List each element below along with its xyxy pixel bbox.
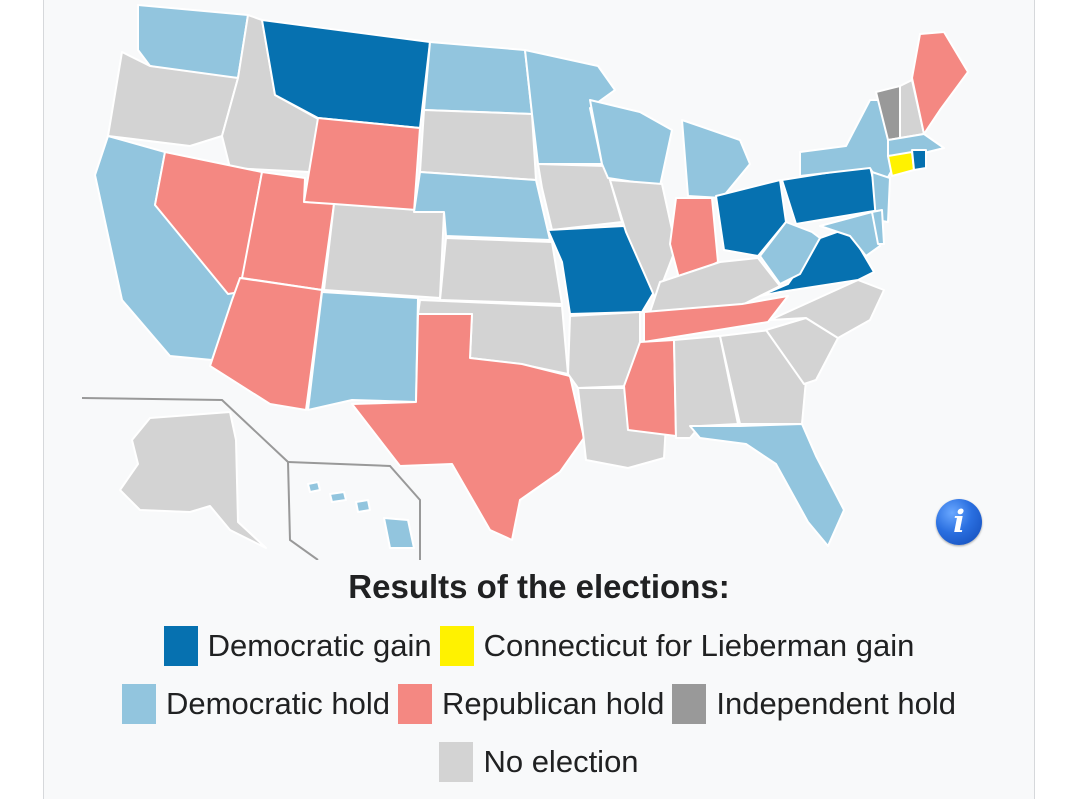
info-icon[interactable]: i (936, 499, 982, 545)
state-florida[interactable] (689, 423, 845, 547)
state-north-dakota[interactable] (423, 41, 533, 115)
legend-swatch-ind-hold (672, 684, 707, 724)
state-new-mexico[interactable] (307, 291, 419, 411)
state-maryland[interactable] (819, 211, 881, 257)
state-massachusetts[interactable] (887, 133, 945, 157)
legend-label-rep-hold: Republican hold (442, 686, 665, 721)
legend-swatch-no-election (439, 742, 474, 782)
us-senate-results-map[interactable] (0, 0, 1080, 560)
legend-row-2: Democratic hold Republican hold Independ… (43, 684, 1035, 724)
legend-label-cfl-gain: Connecticut for Lieberman gain (483, 628, 915, 663)
state-rhode-island[interactable] (911, 149, 927, 171)
state-new-jersey[interactable] (871, 171, 891, 223)
legend-item-dem-gain: Democratic gain (163, 626, 432, 666)
legend-row-1: Democratic gain Connecticut for Lieberma… (43, 626, 1035, 666)
state-nebraska[interactable] (413, 171, 551, 241)
legend-row-3: No election (43, 742, 1035, 782)
legend-swatch-dem-gain (163, 626, 198, 666)
state-south-carolina[interactable] (765, 317, 839, 385)
state-delaware[interactable] (871, 209, 885, 245)
legend-swatch-cfl-gain (439, 626, 474, 666)
legend-item-dem-hold: Democratic hold (122, 684, 390, 724)
state-alaska[interactable] (119, 411, 267, 549)
state-texas[interactable] (351, 313, 585, 541)
state-michigan[interactable] (681, 119, 751, 199)
legend-label-ind-hold: Independent hold (716, 686, 956, 721)
state-iowa[interactable] (537, 163, 623, 231)
legend-item-no-election: No election (439, 742, 639, 782)
legend-swatch-dem-hold (122, 684, 157, 724)
state-maine[interactable] (911, 31, 969, 135)
state-hawaii[interactable] (307, 481, 415, 549)
map-caption: Results of the elections: (348, 568, 730, 605)
state-tennessee[interactable] (643, 295, 789, 343)
state-wyoming[interactable] (303, 117, 421, 213)
inset-boundaries (81, 397, 421, 560)
legend-item-rep-hold: Republican hold (398, 684, 664, 724)
legend-swatch-rep-hold (398, 684, 433, 724)
legend-item-ind-hold: Independent hold (672, 684, 956, 724)
legend-label-no-election: No election (483, 744, 639, 779)
state-west-virginia[interactable] (759, 221, 821, 285)
legend-label-dem-gain: Democratic gain (207, 628, 432, 663)
state-mississippi[interactable] (623, 339, 677, 437)
legend-item-cfl-gain: Connecticut for Lieberman gain (439, 626, 915, 666)
legend-label-dem-hold: Democratic hold (166, 686, 391, 721)
state-south-dakota[interactable] (419, 109, 537, 181)
state-arizona[interactable] (209, 277, 323, 411)
state-connecticut[interactable] (887, 151, 915, 177)
state-colorado[interactable] (323, 203, 445, 299)
state-kansas[interactable] (439, 237, 563, 305)
state-illinois[interactable] (609, 179, 677, 301)
